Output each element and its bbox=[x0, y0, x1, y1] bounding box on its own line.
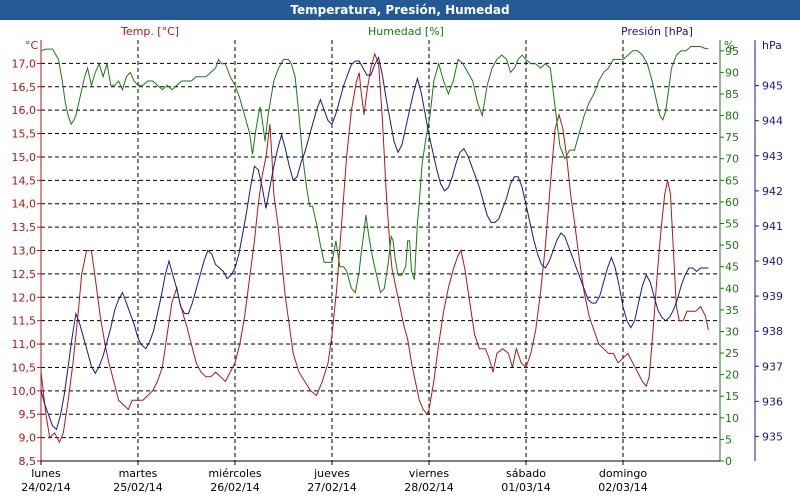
hum-tick-label: 5 bbox=[725, 433, 732, 446]
hum-tick-label: 70 bbox=[725, 153, 739, 166]
x-tick-date: 28/02/14 bbox=[404, 481, 453, 494]
x-tick-date: 01/03/14 bbox=[501, 481, 550, 494]
temp-tick-label: 17,0 bbox=[12, 57, 37, 70]
hum-axis-label: Humedad [%] bbox=[368, 25, 444, 38]
hum-tick-label: 45 bbox=[725, 261, 739, 274]
temp-tick-label: 15,5 bbox=[12, 128, 37, 141]
temp-tick-label: 16,0 bbox=[12, 104, 37, 117]
temp-tick-label: 15,0 bbox=[12, 151, 37, 164]
x-tick-day: lunes bbox=[31, 467, 61, 480]
chart-title: Temperatura, Presión, Humedad bbox=[0, 0, 800, 20]
x-tick-day: jueves bbox=[313, 467, 350, 480]
hum-tick-label: 40 bbox=[725, 282, 739, 295]
grid bbox=[41, 40, 720, 461]
axis-headers: °C Temp. [°C] Humedad [%] % Presión [hPa… bbox=[25, 25, 782, 52]
hum-tick-label: 75 bbox=[725, 131, 739, 144]
hum-tick-label: 15 bbox=[725, 390, 739, 403]
hum-tick-label: 25 bbox=[725, 347, 739, 360]
pres-tick-label: 937 bbox=[762, 360, 783, 373]
series-line-hum bbox=[40, 46, 709, 294]
temp-tick-label: 16,5 bbox=[12, 81, 37, 94]
hum-unit: % bbox=[724, 39, 734, 52]
pres-tick-label: 945 bbox=[762, 80, 783, 93]
x-tick-date: 25/02/14 bbox=[113, 481, 162, 494]
hum-tick-label: 60 bbox=[725, 196, 739, 209]
hum-tick-label: 10 bbox=[725, 412, 739, 425]
series-line-pres bbox=[40, 56, 709, 431]
hum-tick-label: 90 bbox=[725, 66, 739, 79]
x-tick-day: viernes bbox=[409, 467, 449, 480]
hum-tick-label: 35 bbox=[725, 304, 739, 317]
temp-unit: °C bbox=[25, 39, 39, 52]
temp-tick-label: 13,5 bbox=[12, 221, 37, 234]
temp-axis-label: Temp. [°C] bbox=[120, 25, 179, 38]
hum-tick-label: 55 bbox=[725, 218, 739, 231]
x-tick-date: 27/02/14 bbox=[307, 481, 356, 494]
hum-tick-label: 0 bbox=[725, 455, 732, 468]
temp-tick-label: 14,0 bbox=[12, 198, 37, 211]
pres-tick-label: 940 bbox=[762, 255, 783, 268]
x-tick-date: 26/02/14 bbox=[210, 481, 259, 494]
hum-tick-label: 65 bbox=[725, 174, 739, 187]
pres-tick-label: 935 bbox=[762, 430, 783, 443]
pres-axis-label: Presión [hPa] bbox=[621, 25, 693, 38]
hum-tick-label: 20 bbox=[725, 369, 739, 382]
pres-tick-label: 936 bbox=[762, 395, 783, 408]
pres-unit: hPa bbox=[762, 39, 782, 52]
temp-tick-label: 14,5 bbox=[12, 174, 37, 187]
temp-tick-label: 10,5 bbox=[12, 361, 37, 374]
x-tick-day: miércoles bbox=[208, 467, 261, 480]
temp-tick-label: 9,0 bbox=[19, 432, 37, 445]
hum-tick-label: 50 bbox=[725, 239, 739, 252]
tick-labels: 8,5 9,0 9,5 10,0 10,5 11,0 11,5 12,0 12,5 13,0 13,… bbox=[12, 45, 784, 468]
x-tick-date: 02/03/14 bbox=[598, 481, 647, 494]
chart-canvas: °C Temp. [°C] Humedad [%] % Presión [hPa… bbox=[12, 25, 784, 494]
temp-tick-label: 11,0 bbox=[12, 338, 37, 351]
x-tick-day: martes bbox=[119, 467, 158, 480]
x-tick-date: 24/02/14 bbox=[21, 481, 70, 494]
temp-tick-label: 9,5 bbox=[19, 408, 37, 421]
x-tick-day: sábado bbox=[506, 467, 546, 480]
temp-tick-label: 11,5 bbox=[12, 315, 37, 328]
hum-tick-label: 80 bbox=[725, 110, 739, 123]
temp-tick-label: 10,0 bbox=[12, 385, 37, 398]
hum-tick-label: 85 bbox=[725, 88, 739, 101]
hum-tick-label: 95 bbox=[725, 45, 739, 58]
temp-tick-label: 12,0 bbox=[12, 291, 37, 304]
pres-tick-label: 941 bbox=[762, 220, 783, 233]
hum-tick-label: 30 bbox=[725, 325, 739, 338]
pres-tick-label: 943 bbox=[762, 150, 783, 163]
x-tick-day: domingo bbox=[599, 467, 647, 480]
series bbox=[40, 46, 709, 444]
pres-tick-label: 938 bbox=[762, 325, 783, 338]
temp-tick-label: 12,5 bbox=[12, 268, 37, 281]
pres-tick-label: 944 bbox=[762, 115, 783, 128]
series-line-temp bbox=[40, 52, 709, 444]
pres-tick-label: 939 bbox=[762, 290, 783, 303]
pres-tick-label: 942 bbox=[762, 185, 783, 198]
temp-tick-label: 13,0 bbox=[12, 245, 37, 258]
temp-tick-label: 8,5 bbox=[19, 455, 37, 468]
